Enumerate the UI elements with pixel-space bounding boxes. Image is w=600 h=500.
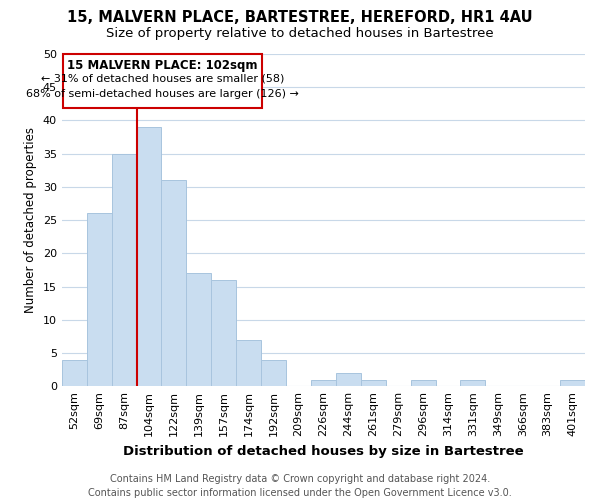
Bar: [236, 340, 261, 386]
FancyBboxPatch shape: [63, 54, 262, 108]
X-axis label: Distribution of detached houses by size in Bartestree: Distribution of detached houses by size …: [123, 444, 524, 458]
Bar: [460, 380, 485, 386]
Bar: [62, 360, 86, 386]
Bar: [261, 360, 286, 386]
Bar: [161, 180, 187, 386]
Text: ← 31% of detached houses are smaller (58): ← 31% of detached houses are smaller (58…: [41, 74, 284, 84]
Text: 15, MALVERN PLACE, BARTESTREE, HEREFORD, HR1 4AU: 15, MALVERN PLACE, BARTESTREE, HEREFORD,…: [67, 10, 533, 25]
Bar: [211, 280, 236, 386]
Bar: [187, 273, 211, 386]
Text: 68% of semi-detached houses are larger (126) →: 68% of semi-detached houses are larger (…: [26, 88, 299, 99]
Bar: [336, 373, 361, 386]
Bar: [112, 154, 137, 386]
Y-axis label: Number of detached properties: Number of detached properties: [24, 127, 37, 313]
Bar: [137, 127, 161, 386]
Text: Size of property relative to detached houses in Bartestree: Size of property relative to detached ho…: [106, 28, 494, 40]
Bar: [311, 380, 336, 386]
Bar: [361, 380, 386, 386]
Text: Contains HM Land Registry data © Crown copyright and database right 2024.
Contai: Contains HM Land Registry data © Crown c…: [88, 474, 512, 498]
Text: 15 MALVERN PLACE: 102sqm: 15 MALVERN PLACE: 102sqm: [67, 60, 258, 72]
Bar: [86, 214, 112, 386]
Bar: [560, 380, 585, 386]
Bar: [410, 380, 436, 386]
